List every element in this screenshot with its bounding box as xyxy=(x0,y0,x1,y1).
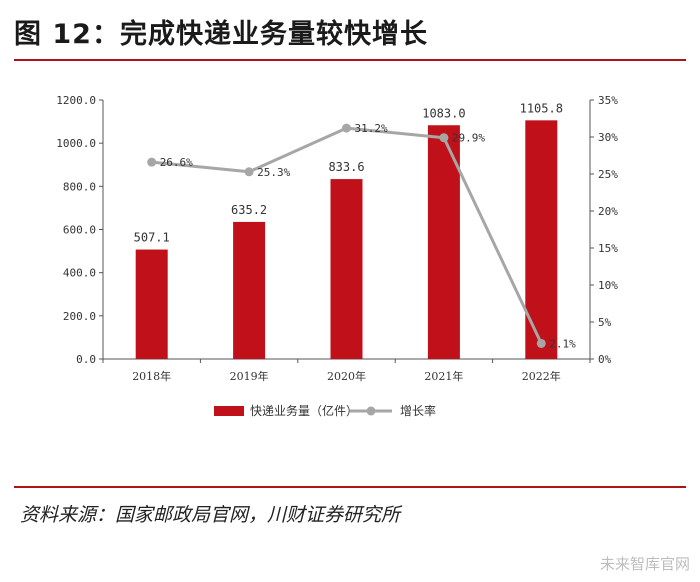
left-tick-label: 400.0 xyxy=(63,267,96,280)
combo-chart: 0.0 200.0 400.0 600.0 800.0 1000.0 1200.0 0% 5% 1… xyxy=(56,94,618,418)
x-tick-label: 2020年 xyxy=(327,369,366,383)
line-series: 26.6% 25.3% 31.2% 29.9% 2.1% xyxy=(147,122,576,350)
left-tick-label: 200.0 xyxy=(63,310,96,323)
right-tick-label: 20% xyxy=(598,205,618,218)
growth-value-label: 2.1% xyxy=(549,337,576,350)
legend-bar-label: 快递业务量（亿件） xyxy=(250,403,358,418)
figure-title: 图 12：完成快递业务量较快增长 xyxy=(14,19,428,50)
right-tick-label: 15% xyxy=(598,242,618,255)
growth-value-label: 29.9% xyxy=(452,132,485,145)
bar-value-label: 635.2 xyxy=(231,203,267,217)
growth-value-label: 31.2% xyxy=(355,122,388,135)
legend-bar-swatch xyxy=(214,406,244,416)
bar xyxy=(233,221,266,359)
x-tick-label: 2019年 xyxy=(230,369,269,383)
chart-legend: 快递业务量（亿件） 增长率 xyxy=(214,403,436,418)
right-tick-label: 10% xyxy=(598,279,618,292)
right-tick-label: 35% xyxy=(598,94,618,107)
watermark: 未来智库官网 xyxy=(599,555,690,573)
legend-line-marker xyxy=(366,406,376,416)
left-tick-label: 1200.0 xyxy=(56,94,96,107)
bar xyxy=(135,249,168,359)
bar-value-label: 1083.0 xyxy=(422,106,465,120)
left-tick-label: 800.0 xyxy=(63,180,96,193)
chart-axes: 0.0 200.0 400.0 600.0 800.0 1000.0 1200.0 0% 5% 1… xyxy=(56,94,618,383)
right-tick-label: 25% xyxy=(598,168,618,181)
growth-point xyxy=(244,167,254,177)
title-divider xyxy=(14,59,686,61)
left-tick-label: 0.0 xyxy=(76,353,96,366)
bar-value-label: 833.6 xyxy=(328,160,364,174)
right-tick-label: 5% xyxy=(598,316,612,329)
bar-value-label: 507.1 xyxy=(134,231,170,245)
x-tick-label: 2018年 xyxy=(132,369,171,383)
left-tick-label: 1000.0 xyxy=(56,137,96,150)
bar-value-label: 1105.8 xyxy=(520,101,563,115)
footer-divider xyxy=(14,486,686,488)
source-note: 资料来源：国家邮政局官网，川财证券研究所 xyxy=(20,504,401,526)
x-tick-label: 2021年 xyxy=(424,369,463,383)
growth-point xyxy=(439,133,449,143)
left-tick-label: 600.0 xyxy=(63,224,96,237)
growth-point xyxy=(147,157,157,167)
growth-value-label: 25.3% xyxy=(257,166,290,179)
growth-point xyxy=(536,338,546,348)
bar-series: 507.1 635.2 833.6 1083.0 1105.8 xyxy=(134,101,563,359)
legend-line-label: 增长率 xyxy=(400,403,436,418)
growth-point xyxy=(342,123,351,133)
right-tick-label: 30% xyxy=(598,131,618,144)
x-tick-label: 2022年 xyxy=(522,369,561,383)
growth-value-label: 26.6% xyxy=(160,156,193,169)
right-tick-label: 0% xyxy=(598,353,612,366)
bar xyxy=(330,179,363,359)
bar xyxy=(427,125,460,359)
